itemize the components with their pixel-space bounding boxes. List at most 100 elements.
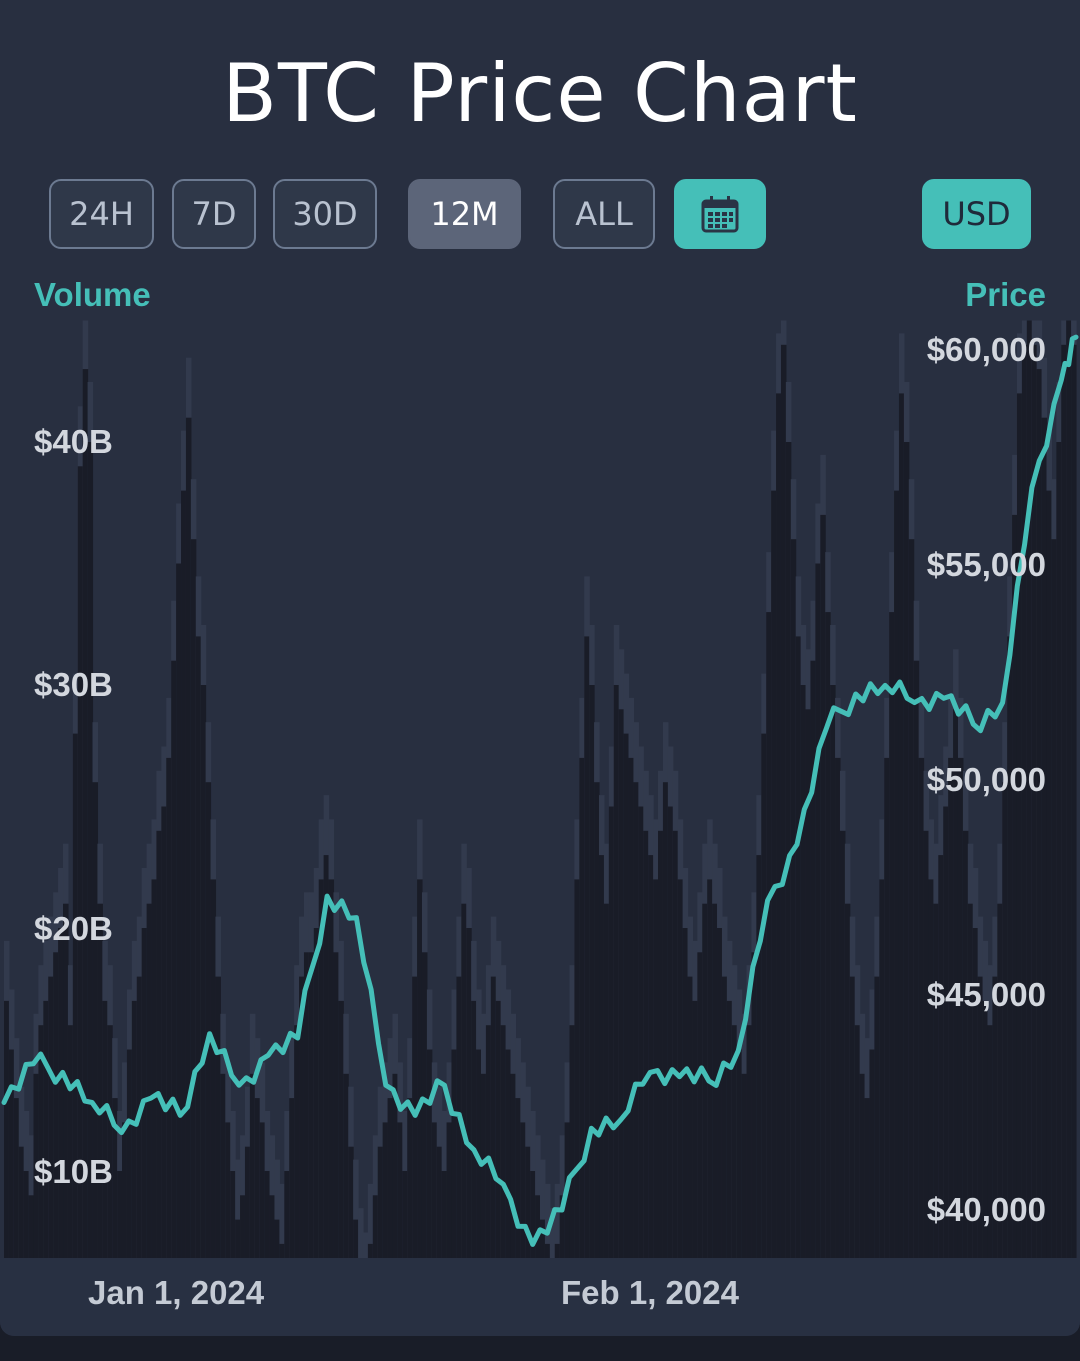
volume-bar [141, 928, 148, 1258]
range-button-7d[interactable]: 7D [172, 179, 256, 249]
volume-bar [780, 344, 787, 1258]
volume-bar [825, 612, 831, 1258]
volume-bar-shadow [554, 1183, 561, 1258]
volume-bar [451, 1049, 458, 1258]
volume-bar [844, 903, 851, 1258]
volume-bar [18, 1146, 25, 1258]
volume-bar [353, 1219, 359, 1258]
volume-bar [1007, 636, 1013, 1258]
volume-bar [805, 709, 812, 1258]
range-button-24h[interactable]: 24H [49, 179, 154, 249]
price-tick-label: $45,000 [926, 976, 1046, 1013]
volume-bar [38, 1025, 44, 1258]
volume-bar [859, 1073, 866, 1258]
volume-bar [407, 1098, 413, 1258]
volume-bar [466, 928, 472, 1258]
volume-bar [662, 782, 669, 1258]
volume-bar [1002, 782, 1008, 1258]
volume-bar [589, 685, 595, 1258]
volume-bar [928, 879, 934, 1258]
volume-bar [1051, 539, 1057, 1258]
volume-bar [421, 952, 428, 1258]
volume-bar [289, 1098, 295, 1258]
volume-bar [372, 1195, 379, 1258]
volume-bar [692, 1000, 698, 1258]
volume-bar [299, 976, 305, 1258]
volume-bar [953, 709, 959, 1258]
range-button-all[interactable]: ALL [553, 179, 655, 249]
volume-bar [520, 1122, 526, 1258]
volume-bar [367, 1243, 374, 1258]
volume-bar [387, 1098, 394, 1258]
volume-bar [1012, 514, 1018, 1258]
volume-bar [328, 879, 335, 1258]
x-tick-label: Jan 1, 2024 [88, 1274, 265, 1311]
volume-bar [967, 903, 974, 1258]
volume-bar [751, 952, 757, 1258]
volume-bar [790, 539, 797, 1258]
volume-bar [717, 928, 723, 1258]
volume-bar [948, 757, 954, 1258]
volume-tick-label: $10B [34, 1153, 113, 1190]
calendar-icon [701, 196, 739, 233]
x-axis-bar [0, 1258, 1080, 1336]
calendar-button[interactable] [674, 179, 766, 249]
volume-bar [903, 442, 910, 1258]
volume-bar [697, 952, 703, 1258]
volume-bar [72, 733, 79, 1258]
volume-bar-shadow [353, 1159, 359, 1258]
volume-bar [864, 1098, 871, 1258]
volume-bar [476, 1049, 482, 1258]
volume-bar [220, 1073, 226, 1258]
volume-bar [677, 879, 684, 1258]
volume-bar [1036, 369, 1043, 1259]
volume-bar [1021, 344, 1028, 1258]
volume-bar [185, 417, 192, 1258]
volume-bar [161, 806, 167, 1258]
volume-bar [195, 636, 202, 1258]
volume-bar [579, 757, 585, 1258]
volume-bar [992, 976, 998, 1258]
volume-bar [333, 952, 339, 1258]
volume-bar [190, 539, 197, 1258]
volume-bar [938, 855, 944, 1258]
volume-bar [1056, 442, 1062, 1258]
volume-bar [1026, 320, 1033, 1258]
volume-bar [569, 1025, 576, 1258]
range-button-12m[interactable]: 12M [408, 179, 521, 249]
volume-bar [166, 757, 172, 1258]
volume-bar [554, 1243, 561, 1258]
volume-bars [4, 320, 1077, 1259]
volume-bar [43, 1000, 49, 1258]
volume-bar [628, 757, 635, 1258]
volume-bar [633, 782, 639, 1258]
volume-bar [839, 830, 846, 1258]
volume-bar [879, 879, 885, 1258]
volume-bar [908, 539, 915, 1258]
volume-bar [702, 903, 708, 1258]
volume-bar [972, 928, 979, 1258]
volume-bar [240, 1195, 246, 1258]
volume-bar-shadow [362, 1232, 369, 1258]
volume-bar [97, 903, 103, 1258]
volume-bar [417, 879, 423, 1258]
volume-bar [648, 855, 654, 1258]
volume-bar [623, 733, 630, 1258]
range-button-30d[interactable]: 30D [273, 179, 377, 249]
currency-button[interactable]: USD [922, 179, 1031, 249]
volume-bar [102, 1000, 108, 1258]
volume-bar [525, 1146, 531, 1258]
volume-bar [987, 1025, 994, 1258]
volume-bar [594, 782, 600, 1258]
volume-bar [8, 1049, 15, 1258]
volume-bar [761, 733, 767, 1258]
volume-bar [294, 1025, 300, 1258]
volume-bar [1041, 417, 1048, 1258]
volume-bar [638, 806, 644, 1258]
volume-bar-shadow [274, 1159, 280, 1258]
volume-bar [13, 1098, 20, 1258]
volume-bar [731, 1025, 738, 1258]
volume-bar [67, 1025, 74, 1258]
volume-bar [431, 1122, 438, 1258]
volume-bar [28, 1195, 35, 1258]
